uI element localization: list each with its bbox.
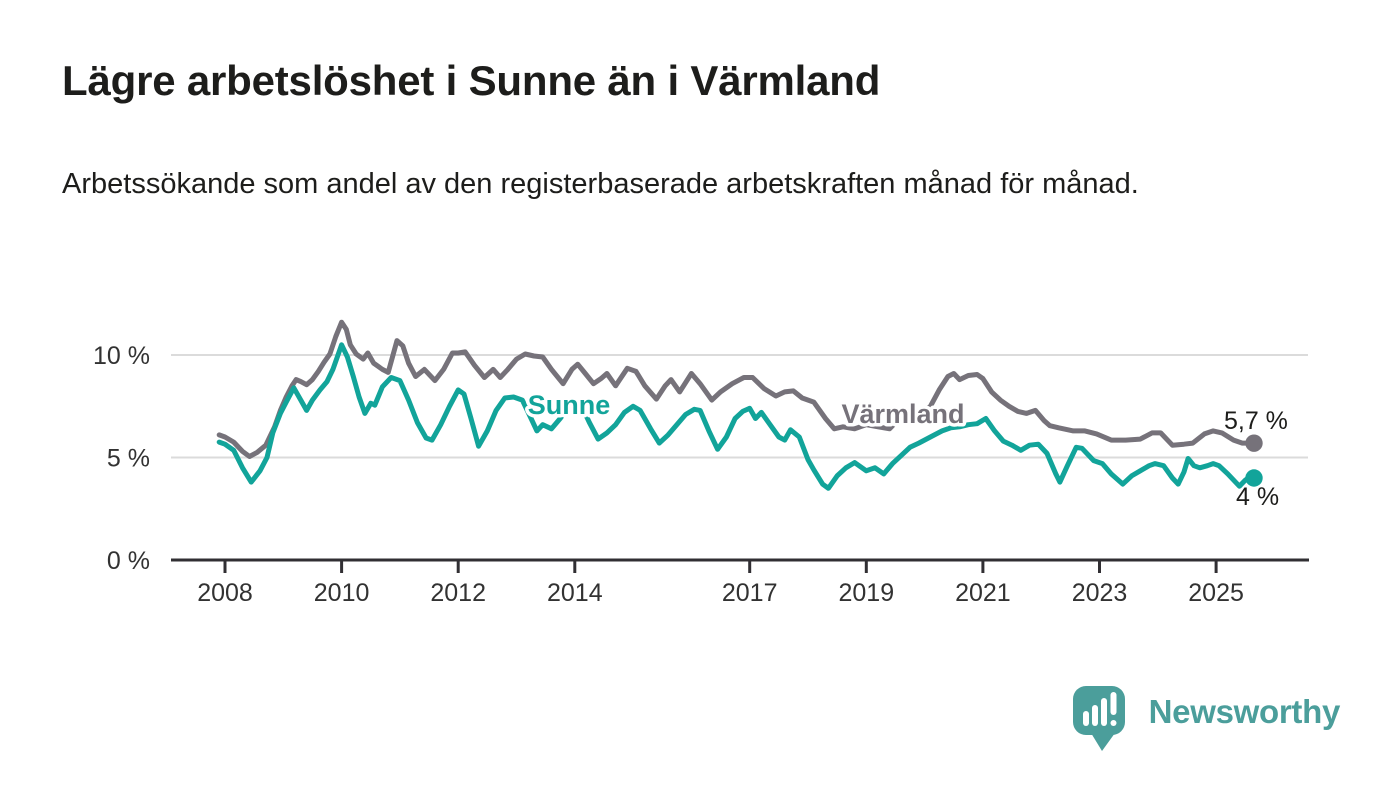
series-label-varmland: Värmland [841, 399, 964, 429]
series-line-sunne [216, 342, 1257, 491]
logo-bubble [1072, 686, 1125, 735]
logo-bar-2 [1091, 705, 1098, 726]
page-subtitle: Arbetssökande som andel av den registerb… [62, 168, 1139, 200]
x-tick-label-2021: 2021 [955, 579, 1011, 607]
y-tick-label-10pct: 10 % [93, 342, 150, 370]
y-tick-label-0pct: 0 % [107, 547, 150, 575]
logo-bar-3 [1100, 698, 1107, 726]
newsworthy-logo-icon [1072, 686, 1125, 751]
x-tick-label-2014: 2014 [547, 579, 603, 607]
page-title: Lägre arbetslöshet i Sunne än i Värmland [62, 57, 881, 104]
brand-name: Newsworthy [1148, 693, 1341, 730]
series-line-varmland [216, 319, 1257, 459]
end-dot-sunne [1245, 469, 1263, 487]
x-tick-label-2012: 2012 [430, 579, 486, 607]
brand-footer: Newsworthy [1071, 684, 1340, 754]
end-value-label-sunne: 4 % [1236, 483, 1279, 511]
x-tick-label-2025: 2025 [1188, 579, 1244, 607]
x-tick-label-2008: 2008 [197, 579, 253, 607]
y-tick-label-5pct: 5 % [107, 444, 150, 472]
logo-bubble-tail [1090, 733, 1115, 751]
x-tick-label-2017: 2017 [722, 579, 778, 607]
x-tick-label-2010: 2010 [314, 579, 370, 607]
logo-exclamation-bar [1110, 692, 1117, 715]
logo-bar-1 [1082, 711, 1089, 726]
series-label-sunne: Sunne [528, 390, 611, 420]
x-tick-label-2019: 2019 [838, 579, 894, 607]
end-value-label-varmland: 5,7 % [1224, 407, 1288, 435]
x-tick-label-2023: 2023 [1072, 579, 1128, 607]
end-dot-varmland [1245, 434, 1263, 452]
logo-exclamation-dot [1110, 720, 1117, 726]
